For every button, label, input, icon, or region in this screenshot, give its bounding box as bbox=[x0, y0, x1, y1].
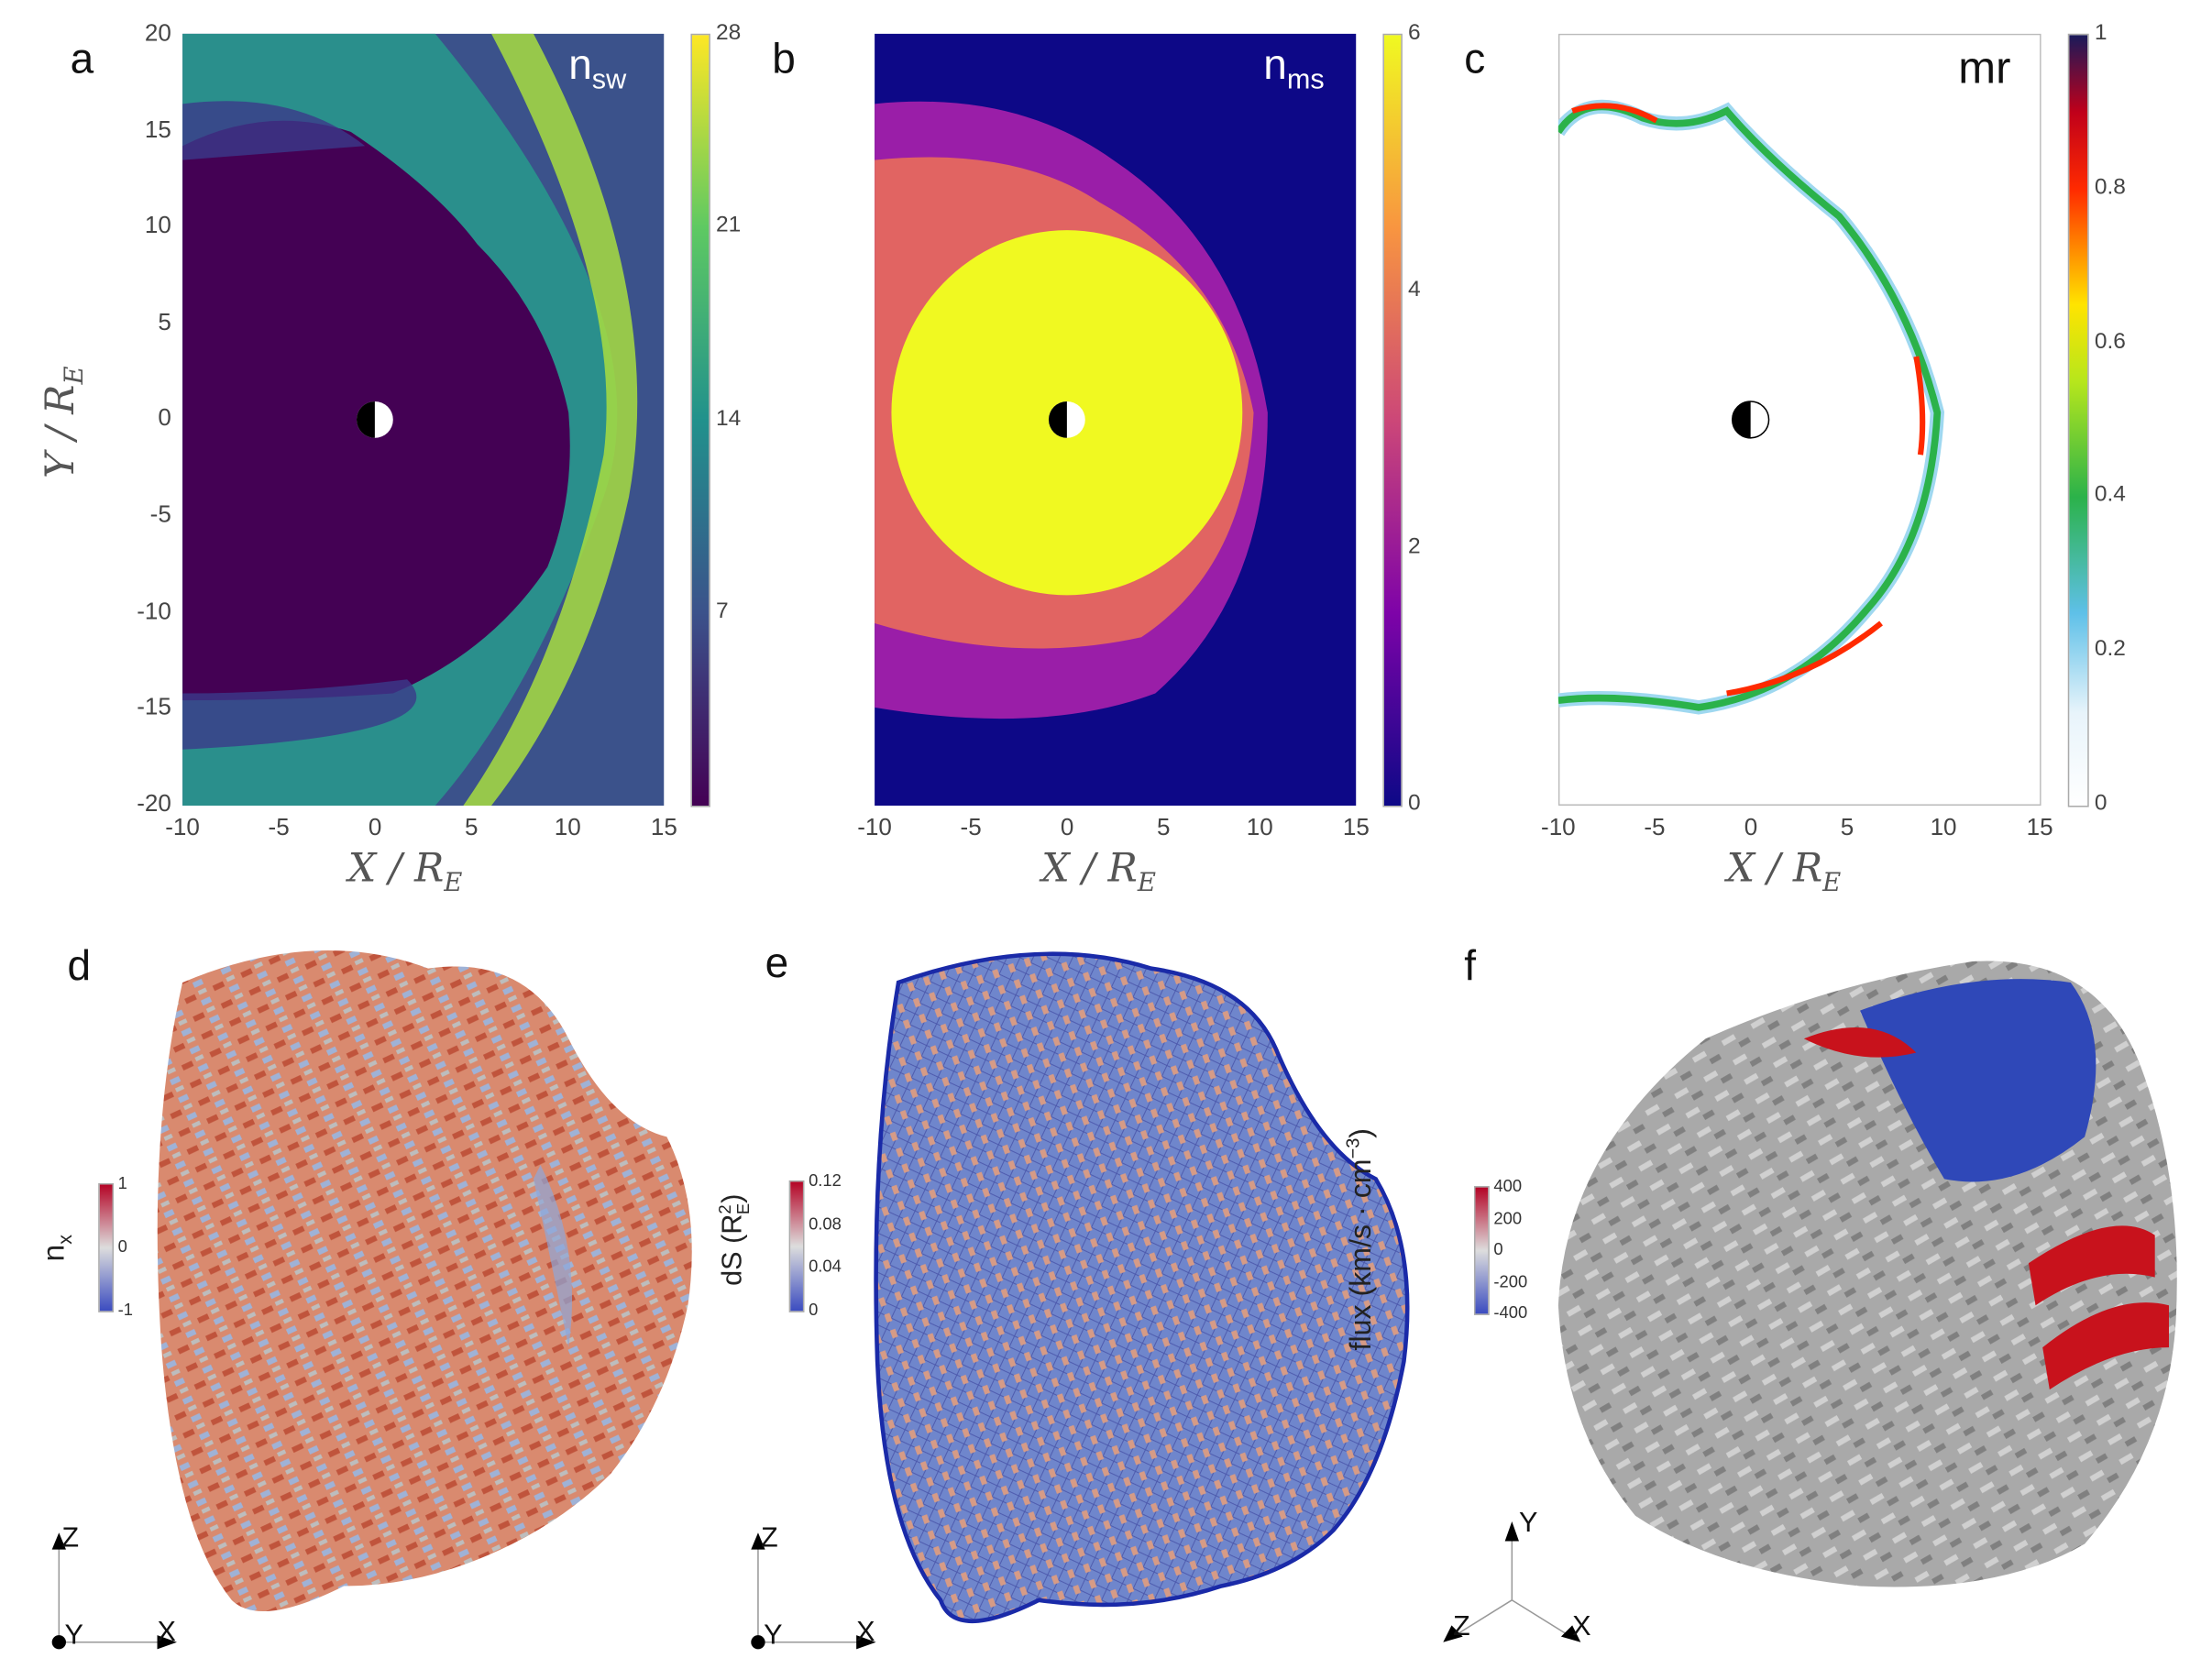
panel-a-xlabel: X / RE bbox=[347, 844, 463, 898]
panel-f-label: f bbox=[1464, 943, 1477, 990]
colorbar-tick-label: 0.6 bbox=[2094, 329, 2126, 354]
x-tick-label: -10 bbox=[857, 814, 892, 841]
x-tick-label: 15 bbox=[2026, 814, 2053, 841]
panel-d-colorbar bbox=[98, 1182, 115, 1312]
x-tick-label: 10 bbox=[1930, 814, 1957, 841]
colorbar-tick-label: 0 bbox=[2094, 791, 2107, 816]
colorbar-tick-label: -400 bbox=[1493, 1302, 1528, 1323]
y-tick-label: -10 bbox=[137, 597, 171, 624]
colorbar-tick-label: 0 bbox=[1493, 1239, 1503, 1259]
colorbar-tick-label: 1 bbox=[2094, 20, 2107, 46]
panel-c-label: c bbox=[1464, 36, 1486, 83]
x-tick-label: 5 bbox=[464, 814, 479, 841]
axis-label-right: X bbox=[856, 1617, 875, 1648]
axis-label-left: Z bbox=[1452, 1611, 1470, 1642]
panel-f-colorbar bbox=[1473, 1186, 1490, 1315]
colorbar-tick-label: 4 bbox=[1407, 278, 1421, 302]
panel-e-label: e bbox=[765, 940, 789, 987]
axis-label-out: Y bbox=[764, 1620, 783, 1651]
panel-f-flux-surface bbox=[1557, 961, 2177, 1587]
x-tick-label: 0 bbox=[368, 814, 382, 841]
colorbar-tick-label: 1 bbox=[117, 1173, 127, 1193]
panel-b-quantity: nms bbox=[1263, 41, 1325, 96]
colorbar-tick-label: 21 bbox=[716, 214, 742, 238]
panel-f-colorbar-label: flux (km/s · cm−3) bbox=[1342, 1127, 1378, 1351]
x-tick-label: 15 bbox=[650, 814, 677, 841]
y-tick-label: -5 bbox=[149, 500, 171, 528]
panel-c-mr-map bbox=[1557, 33, 2041, 807]
axes-triad-icon bbox=[51, 1532, 177, 1650]
x-tick-label: -5 bbox=[1644, 814, 1666, 841]
colorbar-tick-label: -1 bbox=[117, 1300, 133, 1320]
colorbar-tick-label: 0.8 bbox=[2094, 175, 2126, 200]
colorbar-tick-label: 0 bbox=[1407, 791, 1421, 816]
x-tick-label: 10 bbox=[554, 814, 581, 841]
panel-b-label: b bbox=[772, 36, 796, 83]
axes-triad-icon bbox=[1443, 1521, 1581, 1642]
colorbar-tick-label: 2 bbox=[1407, 534, 1421, 559]
x-tick-label: 5 bbox=[1156, 814, 1171, 841]
colorbar-tick-label: 400 bbox=[1493, 1176, 1523, 1196]
panel-a-nsw-map bbox=[182, 33, 665, 807]
colorbar-tick-label: 200 bbox=[1493, 1207, 1523, 1228]
colorbar-tick-label: 7 bbox=[716, 598, 729, 623]
y-tick-label: 20 bbox=[144, 19, 171, 47]
axis-label-out: Y bbox=[64, 1620, 83, 1651]
panel-c-quantity: mr bbox=[1958, 41, 2011, 93]
panel-d-colorbar-label: nx bbox=[35, 1234, 76, 1262]
axis-label-up: Z bbox=[761, 1522, 778, 1554]
colorbar-tick-label: 0.2 bbox=[2094, 637, 2126, 662]
panel-d-label: d bbox=[67, 943, 92, 990]
axes-triad-icon bbox=[751, 1532, 876, 1650]
x-tick-label: -10 bbox=[165, 814, 200, 841]
x-tick-label: -10 bbox=[1541, 814, 1576, 841]
colorbar-tick-label: 6 bbox=[1407, 20, 1421, 46]
panel-b-xlabel: X / RE bbox=[1041, 844, 1156, 898]
y-tick-label: 15 bbox=[144, 115, 171, 143]
axis-label-up: Z bbox=[61, 1522, 80, 1554]
colorbar-tick-label: 0 bbox=[809, 1300, 819, 1320]
x-tick-label: 10 bbox=[1246, 814, 1273, 841]
panel-c-colorbar bbox=[2067, 33, 2089, 807]
colorbar-tick-label: 0.12 bbox=[809, 1170, 842, 1191]
x-tick-label: 15 bbox=[1342, 814, 1370, 841]
panel-e-ds-surface bbox=[874, 951, 1410, 1624]
axis-label-up: Y bbox=[1518, 1507, 1538, 1539]
x-tick-label: -5 bbox=[960, 814, 982, 841]
y-tick-label: -15 bbox=[137, 693, 171, 720]
panel-a-ylabel: Y / RE bbox=[37, 366, 90, 478]
x-tick-label: 0 bbox=[1060, 814, 1074, 841]
panel-e-colorbar-label: dS (R2E) bbox=[715, 1193, 753, 1286]
panel-e-colorbar bbox=[788, 1180, 805, 1312]
panel-a-colorbar bbox=[690, 33, 710, 807]
y-tick-label: 10 bbox=[144, 212, 171, 239]
x-tick-label: 5 bbox=[1840, 814, 1854, 841]
axis-label-right: X bbox=[157, 1617, 176, 1648]
y-tick-label: 0 bbox=[158, 404, 171, 432]
colorbar-tick-label: 28 bbox=[716, 20, 742, 46]
panel-b-nms-map bbox=[875, 33, 1357, 807]
colorbar-tick-label: 14 bbox=[716, 406, 742, 431]
panel-a-quantity: nsw bbox=[568, 41, 627, 96]
x-tick-label: -5 bbox=[268, 814, 290, 841]
colorbar-tick-label: 0.04 bbox=[809, 1257, 842, 1277]
y-tick-label: -20 bbox=[137, 789, 171, 817]
panel-c-xlabel: X / RE bbox=[1726, 844, 1842, 898]
panel-b-colorbar bbox=[1382, 33, 1403, 807]
panel-a-label: a bbox=[70, 36, 94, 83]
colorbar-tick-label: 0.4 bbox=[2094, 483, 2126, 508]
y-tick-label: 5 bbox=[158, 308, 171, 335]
colorbar-tick-label: 0 bbox=[117, 1236, 127, 1257]
x-tick-label: 0 bbox=[1744, 814, 1758, 841]
colorbar-tick-label: 0.08 bbox=[809, 1213, 842, 1234]
colorbar-tick-label: -200 bbox=[1493, 1270, 1528, 1291]
panel-d-nx-surface bbox=[157, 950, 692, 1612]
axis-label-right: X bbox=[1572, 1611, 1591, 1642]
